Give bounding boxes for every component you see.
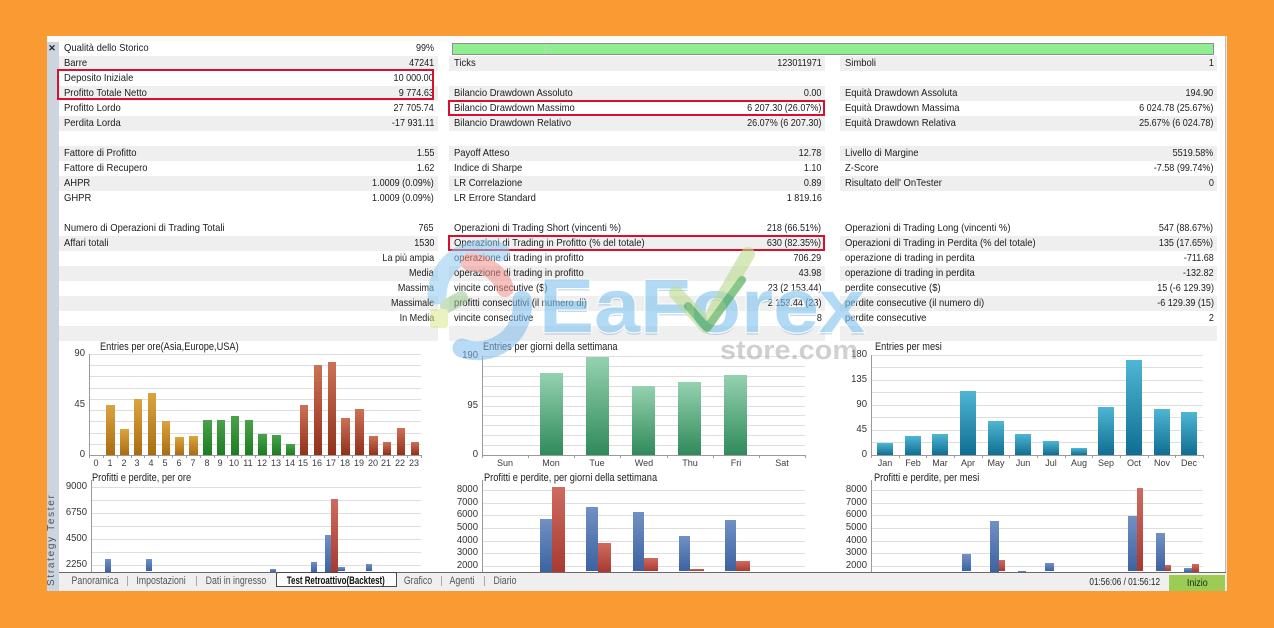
svg-text:store.com: store.com	[720, 335, 858, 365]
svg-text:EaForex: EaForex	[539, 264, 865, 349]
svg-text:EaForex: EaForex	[539, 267, 865, 352]
